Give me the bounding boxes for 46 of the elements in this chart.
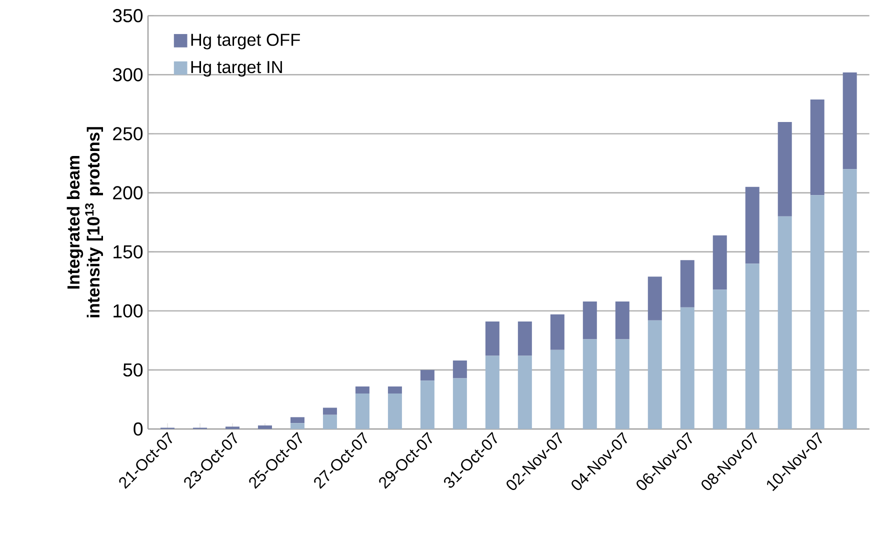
bar [778,122,792,216]
bar [355,386,370,394]
bar [550,314,564,350]
bar [485,356,500,429]
bar [452,378,467,429]
bar [290,423,304,429]
legend-label: Hg target OFF [191,34,300,50]
bar [518,322,532,356]
legend-label: Hg target IN [191,61,282,77]
bar [778,216,792,429]
bar [485,322,500,356]
y-tick-label: 50 [123,363,143,377]
bar [615,301,630,340]
bar [550,350,564,429]
bar [258,425,272,429]
y-tick-label: 200 [113,186,143,200]
bar [680,260,694,308]
bar [648,276,662,320]
y-tick-label: 100 [114,304,143,318]
bar [388,394,402,429]
bar [290,417,304,424]
y-tick-label: 300 [112,68,143,82]
bar [842,72,857,170]
bar [842,169,857,429]
bar [648,320,662,429]
bar [420,370,434,381]
y-tick-label: 250 [113,127,143,140]
bar [615,339,630,429]
bar [452,360,467,378]
y-tick-label: 150 [114,245,143,258]
bar [810,100,824,196]
bar [712,290,727,429]
bar [420,380,434,429]
bar [582,339,597,429]
bar [322,408,337,415]
bar [680,307,694,429]
bar [712,235,727,290]
bar [745,186,760,264]
bar [518,356,532,429]
bar [388,386,402,394]
bar [745,264,760,429]
bar [355,394,370,429]
bar [810,195,824,429]
y-tick-label: 350 [112,9,143,22]
bar [582,301,597,340]
bar [322,414,337,429]
